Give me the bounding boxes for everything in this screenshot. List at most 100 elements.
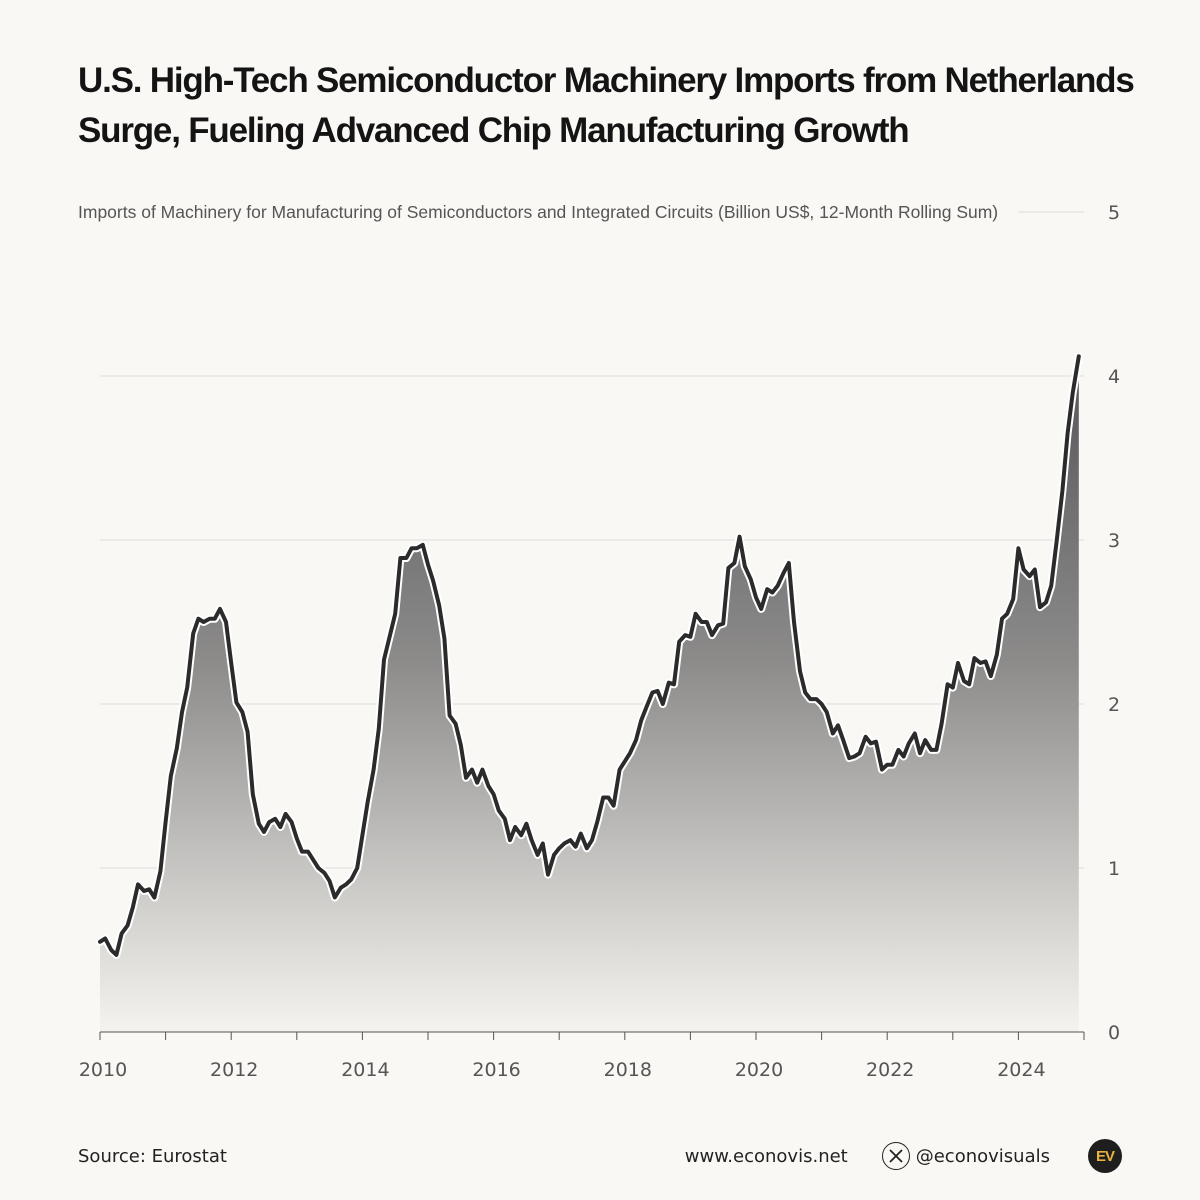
data-point: [918, 751, 922, 755]
data-point: [749, 577, 753, 581]
data-point: [792, 620, 796, 624]
chart-subtitle: Imports of Machinery for Manufacturing o…: [78, 202, 998, 222]
data-point: [322, 871, 326, 875]
data-point: [175, 746, 179, 750]
data-point: [574, 845, 578, 849]
data-point: [874, 740, 878, 744]
data-point: [989, 674, 993, 678]
data-point: [196, 617, 200, 621]
data-point: [1011, 597, 1015, 601]
data-point: [738, 535, 742, 539]
data-point: [606, 796, 610, 800]
x-tick-label: 2014: [341, 1059, 389, 1081]
data-point: [557, 846, 561, 850]
data-point: [803, 691, 807, 695]
data-point: [776, 584, 780, 588]
data-point: [1033, 568, 1037, 572]
data-point: [639, 718, 643, 722]
data-point: [546, 873, 550, 877]
data-point: [136, 882, 140, 886]
data-point: [890, 763, 894, 767]
y-tick-label: 0: [1108, 1022, 1120, 1044]
data-point: [480, 768, 484, 772]
data-point: [946, 682, 950, 686]
data-point: [1071, 390, 1075, 394]
data-point: [595, 820, 599, 824]
x-tick-label: 2024: [997, 1059, 1045, 1081]
data-point: [585, 846, 589, 850]
data-point: [202, 620, 206, 624]
y-tick-label: 5: [1108, 202, 1120, 224]
social-handle[interactable]: @econovisuals: [915, 1145, 1050, 1167]
data-point: [841, 738, 845, 742]
data-point: [644, 705, 648, 709]
data-point: [366, 800, 370, 804]
x-logo-icon[interactable]: [881, 1142, 910, 1170]
data-point: [869, 741, 873, 745]
data-point: [448, 714, 452, 718]
data-point: [147, 887, 151, 891]
data-point: [126, 923, 130, 927]
data-point: [349, 878, 353, 882]
data-point: [885, 763, 889, 767]
footer: Source: Eurostat www.econovis.net @econo…: [78, 1138, 1122, 1174]
data-point: [694, 612, 698, 616]
data-point: [732, 561, 736, 565]
data-point: [688, 635, 692, 639]
data-point: [1038, 605, 1042, 609]
data-point: [98, 940, 102, 944]
data-point: [831, 732, 835, 736]
data-point: [306, 850, 310, 854]
data-point: [114, 953, 118, 957]
data-point: [726, 566, 730, 570]
data-point: [972, 656, 976, 660]
data-point: [880, 768, 884, 772]
x-axis-ticks: 2010 2012 2014 2016 2018 2020 2022 2024: [79, 1032, 1085, 1081]
data-point: [360, 833, 364, 837]
data-point: [798, 669, 802, 673]
data-point: [295, 837, 299, 841]
data-point: [656, 689, 660, 693]
data-point: [951, 686, 955, 690]
data-point: [152, 896, 156, 900]
data-point: [273, 817, 277, 821]
data-point: [524, 822, 528, 826]
data-point: [431, 579, 435, 583]
data-point: [612, 804, 616, 808]
data-point: [814, 697, 818, 701]
data-point: [579, 832, 583, 836]
data-point: [158, 869, 162, 873]
x-tick-label: 2012: [210, 1059, 258, 1081]
data-point: [475, 781, 479, 785]
data-point: [442, 636, 446, 640]
data-point: [339, 886, 343, 890]
data-point: [120, 932, 124, 936]
data-point: [896, 748, 900, 752]
data-point: [246, 730, 250, 734]
data-point: [907, 741, 911, 745]
data-point: [1054, 541, 1058, 545]
data-point: [754, 595, 758, 599]
data-point: [470, 768, 474, 772]
data-point: [513, 825, 517, 829]
data-point: [672, 682, 676, 686]
data-point: [388, 633, 392, 637]
data-point: [328, 879, 332, 883]
data-point: [311, 858, 315, 862]
data-point: [628, 751, 632, 755]
data-point: [180, 710, 184, 714]
data-point: [492, 792, 496, 796]
y-axis-ticks: 0 1 2 3 4 5: [1108, 202, 1120, 1044]
data-point: [382, 658, 386, 662]
data-point: [257, 822, 261, 826]
data-point: [864, 735, 868, 739]
data-point: [759, 607, 763, 611]
data-point: [1016, 546, 1020, 550]
data-point: [1044, 600, 1048, 604]
data-point: [224, 620, 228, 624]
data-point: [497, 809, 501, 813]
data-point: [536, 853, 540, 857]
data-point: [530, 838, 534, 842]
website-link[interactable]: www.econovis.net: [684, 1145, 848, 1167]
data-point: [601, 796, 605, 800]
